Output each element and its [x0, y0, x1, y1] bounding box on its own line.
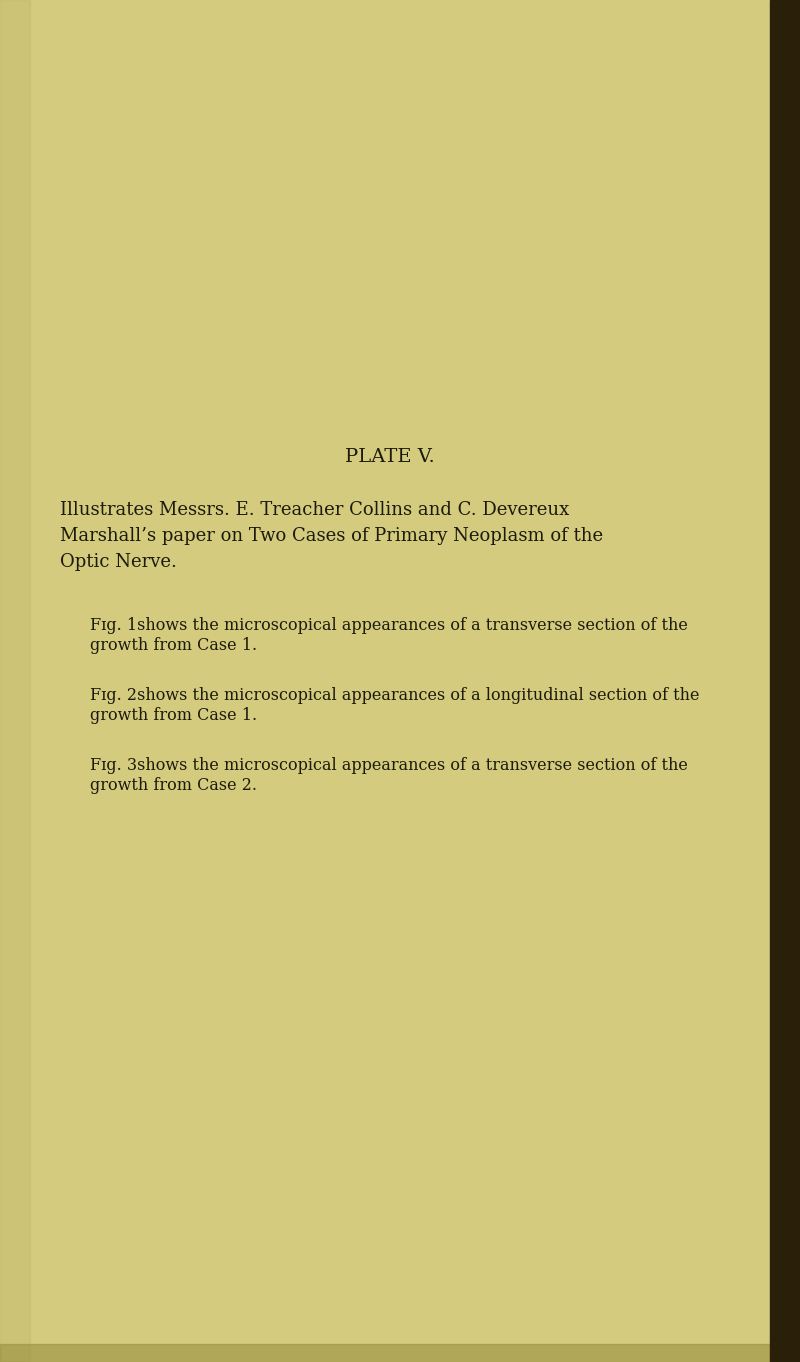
Bar	[0, 0, 30, 1362]
Bar	[0, 1344, 800, 1362]
Text: PLATE V.: PLATE V.	[345, 448, 435, 466]
Text: Illustrates Messrs. E. Treacher Collins and C. Devereux: Illustrates Messrs. E. Treacher Collins …	[60, 501, 570, 519]
Text: Fɪg. 2: Fɪg. 2	[90, 686, 137, 704]
Text: shows the microscopical appearances of a longitudinal section of the: shows the microscopical appearances of a…	[132, 686, 699, 704]
Text: Optic Nerve.: Optic Nerve.	[60, 553, 177, 571]
Text: growth from Case 1.: growth from Case 1.	[90, 707, 257, 725]
Text: shows the microscopical appearances of a transverse section of the: shows the microscopical appearances of a…	[132, 617, 688, 633]
Bar	[770, 0, 800, 1362]
Text: Fɪg. 1: Fɪg. 1	[90, 617, 137, 633]
Text: Fɪg. 3: Fɪg. 3	[90, 757, 137, 774]
Text: growth from Case 1.: growth from Case 1.	[90, 637, 257, 654]
Text: Marshall’s paper on Two Cases of Primary Neoplasm of the: Marshall’s paper on Two Cases of Primary…	[60, 527, 603, 545]
Text: growth from Case 2.: growth from Case 2.	[90, 776, 257, 794]
Text: shows the microscopical appearances of a transverse section of the: shows the microscopical appearances of a…	[132, 757, 688, 774]
